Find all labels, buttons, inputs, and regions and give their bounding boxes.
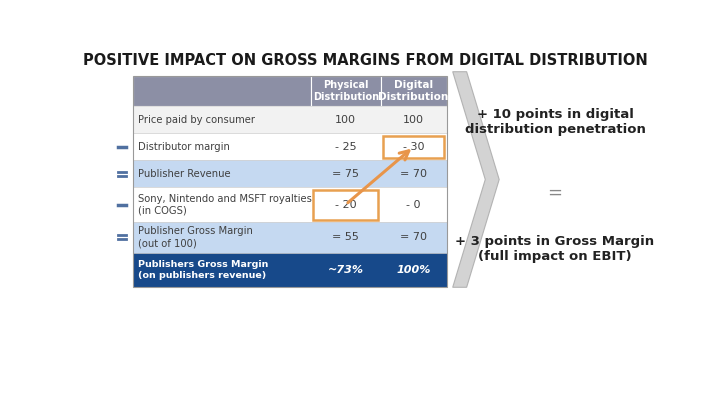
- Bar: [132, 133, 446, 160]
- Bar: [132, 76, 311, 107]
- Text: Publisher Revenue: Publisher Revenue: [138, 169, 230, 179]
- Text: - 30: - 30: [402, 142, 424, 152]
- Text: = 70: = 70: [400, 169, 427, 179]
- Text: Price paid by consumer: Price paid by consumer: [138, 115, 255, 125]
- Text: - 20: - 20: [335, 200, 356, 209]
- Text: =: =: [547, 183, 562, 202]
- Bar: [132, 76, 446, 287]
- Text: = 75: = 75: [332, 169, 359, 179]
- Text: POSITIVE IMPACT ON GROSS MARGINS FROM DIGITAL DISTRIBUTION: POSITIVE IMPACT ON GROSS MARGINS FROM DI…: [83, 53, 647, 68]
- Text: 100%: 100%: [397, 265, 431, 275]
- Bar: [132, 107, 446, 133]
- Text: = 55: = 55: [333, 232, 359, 242]
- Text: - 25: - 25: [335, 142, 356, 152]
- Text: Digital
Distribution: Digital Distribution: [379, 80, 449, 102]
- Bar: [383, 136, 444, 158]
- Bar: [313, 190, 378, 220]
- Text: Distributor margin: Distributor margin: [138, 142, 230, 152]
- Bar: [381, 76, 446, 107]
- Bar: [132, 187, 446, 222]
- Text: Publisher Gross Margin
(out of 100): Publisher Gross Margin (out of 100): [138, 226, 253, 248]
- Bar: [311, 76, 381, 107]
- Text: = 70: = 70: [400, 232, 427, 242]
- Bar: [132, 222, 446, 253]
- Text: 100: 100: [336, 115, 356, 125]
- Bar: [132, 160, 446, 187]
- Text: ~73%: ~73%: [328, 265, 364, 275]
- Text: Sony, Nintendo and MSFT royalties
(in COGS): Sony, Nintendo and MSFT royalties (in CO…: [138, 194, 312, 215]
- Text: Physical
Distribution: Physical Distribution: [312, 80, 379, 102]
- Text: 100: 100: [403, 115, 424, 125]
- Text: + 10 points in digital
distribution penetration: + 10 points in digital distribution pene…: [464, 108, 645, 136]
- Text: - 0: - 0: [406, 200, 420, 209]
- Bar: [132, 253, 446, 287]
- Text: + 3 points in Gross Margin
(full impact on EBIT): + 3 points in Gross Margin (full impact …: [456, 235, 654, 263]
- Text: Publishers Gross Margin
(on publishers revenue): Publishers Gross Margin (on publishers r…: [138, 260, 269, 280]
- Polygon shape: [453, 72, 499, 287]
